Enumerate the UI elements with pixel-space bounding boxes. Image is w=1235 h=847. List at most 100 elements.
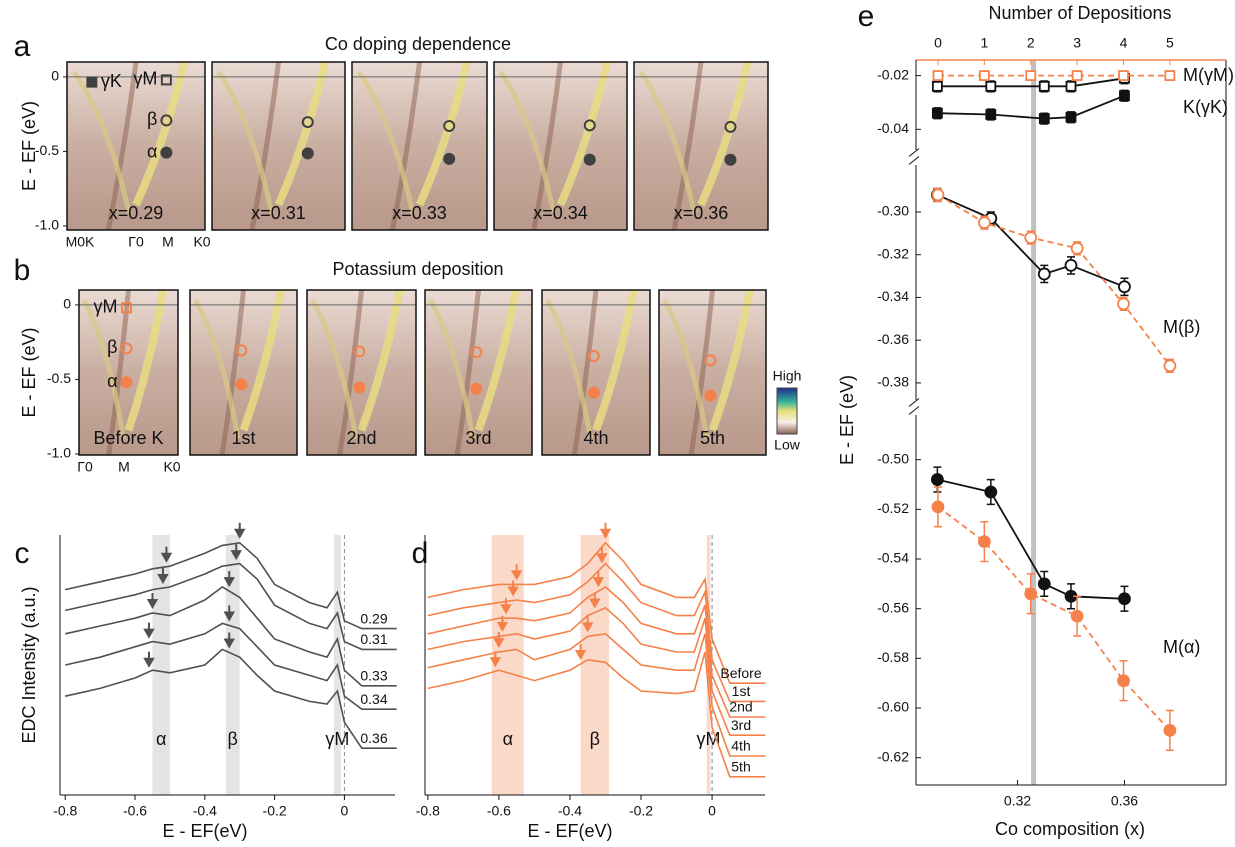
edc-curve [427,562,766,703]
y-axis-label: E - EF (eV) [19,327,39,417]
y-tick-label: -0.34 [877,288,909,304]
peak-arrow [592,571,605,588]
annotation: M(α) [1163,637,1200,657]
image-label: x=0.29 [109,203,164,223]
panel-letter: b [14,254,31,287]
peak-arrow [143,651,155,668]
marker-circle [160,146,173,159]
band-bright [415,61,471,207]
curve-label: 4th [731,738,750,754]
y-tick-label: -0.5 [47,370,71,386]
band-faint [219,289,246,456]
marker-label: γM [133,69,157,89]
point-circle [977,535,991,549]
image-label: x=0.33 [392,203,447,223]
band-faint [106,289,131,456]
peak-arrow [143,622,155,639]
x-axis-label: E - EF(eV) [162,821,247,841]
band-label: β [590,729,600,749]
colorbar [776,387,798,435]
panel-title: Co doping dependence [325,34,511,54]
point-square [1065,80,1077,92]
point-circle [1118,280,1131,294]
point-square [1025,70,1037,81]
y-tick-label: -0.52 [877,500,909,516]
band-label: α [503,729,513,749]
point-circle [1163,723,1177,737]
band-faint [571,289,599,456]
point-square [978,70,990,81]
x-tick-label: Γ0 [128,234,144,250]
edc-curve [65,562,397,651]
y-tick-label: -0.62 [877,748,909,764]
marker-circle [353,381,366,394]
peak-arrow [496,615,509,632]
annotation: K(γK) [1183,97,1228,117]
band-bright [193,298,241,439]
curve-label: 5th [731,759,750,775]
band-bright [132,61,189,207]
y-tick-label: -0.32 [877,245,909,261]
panel-letter: a [14,30,31,63]
y-tick-label: -1.0 [35,217,59,233]
peak-arrow [574,643,587,660]
annotation: M(β) [1163,317,1200,337]
peak-arrow [500,598,512,615]
edc-curve [65,648,397,749]
panel-letter: c [15,537,30,570]
peak-arrow [146,593,159,610]
image-frame [78,289,179,456]
point-circle [1117,297,1130,311]
peak-arrow [233,522,246,539]
series-line [937,506,1171,732]
band-bright [697,61,752,207]
point-circle [1070,609,1084,623]
curve-label: 0.31 [360,631,387,647]
marker-circle [120,376,133,389]
band-bright [216,70,275,214]
y-tick-label: -0.56 [877,599,909,615]
y-axis-label: E - EF (eV) [837,375,857,465]
colorbar-label: Low [774,437,801,453]
band-bright [556,61,611,207]
highlight-band [225,535,240,795]
point-circle [1163,359,1177,373]
peak-arrow [599,522,612,539]
curve-label: 0.36 [360,730,387,746]
y-axis-label: EDC Intensity (a.u.) [19,586,39,743]
y-tick-label: 0 [51,68,59,84]
band-bright [708,289,754,432]
colorbar-label: High [773,368,802,384]
marker-circle [120,342,133,355]
peak-arrow [581,616,594,633]
x2-tick-label: 5 [1166,35,1174,51]
marker-circle [235,344,248,357]
marker-circle [301,147,314,160]
y-tick-label: -0.54 [877,550,909,566]
point-square [1038,80,1050,92]
band-faint [337,289,364,456]
edc-curve [65,541,397,630]
point-square [1118,70,1129,81]
y-tick-label: -0.58 [877,649,909,665]
x-tick-label: -0.4 [558,803,582,819]
band-bright [124,289,168,432]
panel-letter: e [858,0,875,33]
panel-title: Potassium deposition [332,259,503,279]
image-label: 3rd [465,428,491,448]
marker-label: γK [101,71,122,91]
band-bright [81,298,127,439]
peak-arrow [489,651,502,668]
marker-label: β [107,337,117,357]
point-circle [1037,267,1051,281]
image-frame [66,61,206,231]
series-line [937,194,1171,367]
image-label: 1st [231,428,255,448]
x-tick-label: -0.6 [123,803,147,819]
highlight-band [491,535,524,795]
band-label: α [156,729,166,749]
curve-label: 0.34 [360,691,387,707]
marker-circle [353,345,366,358]
marker-square [86,76,98,88]
x2-tick-label: 2 [1027,35,1035,51]
